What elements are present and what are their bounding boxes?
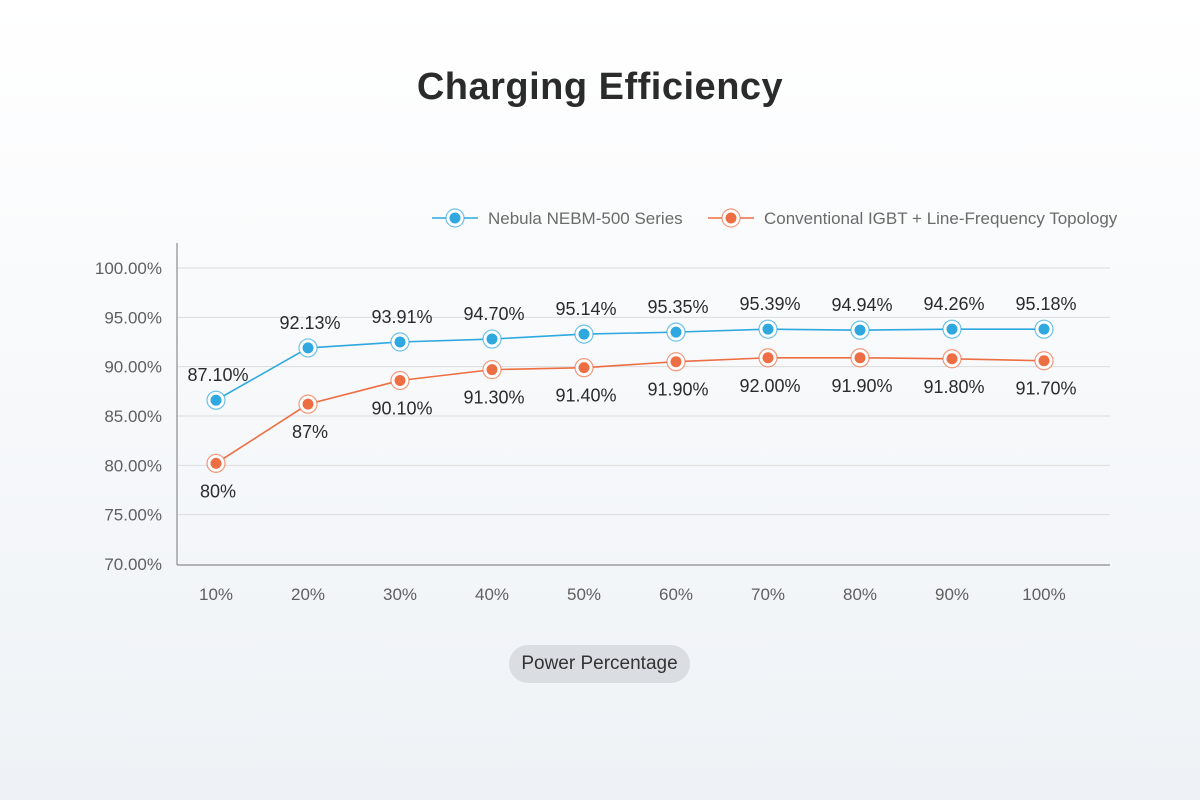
x-tick-label: 20%	[291, 585, 325, 604]
data-label: 80%	[200, 481, 236, 501]
data-label: 94.26%	[923, 294, 984, 314]
data-point[interactable]	[762, 323, 774, 335]
data-point[interactable]	[394, 374, 406, 386]
data-point[interactable]	[1038, 323, 1050, 335]
series-1: 87.10% 92.13% 93.91% 94.70% 95.14% 95.35% 95.3…	[187, 294, 1077, 410]
data-label: 87%	[292, 422, 328, 442]
chart-title: Charging Efficiency	[416, 66, 784, 108]
data-point[interactable]	[210, 457, 222, 469]
x-tick-label: 100%	[1022, 585, 1065, 604]
y-tick-label: 85.00%	[104, 407, 162, 426]
data-label: 87.10%	[187, 365, 248, 385]
data-point[interactable]	[578, 362, 590, 374]
data-point[interactable]	[762, 352, 774, 364]
data-point[interactable]	[1038, 355, 1050, 367]
y-tick-label: 95.00%	[104, 308, 162, 327]
x-tick-label: 60%	[659, 585, 693, 604]
data-point[interactable]	[946, 323, 958, 335]
series-group: 87.10% 92.13% 93.91% 94.70% 95.14% 95.35% 95.3…	[187, 294, 1076, 501]
data-point[interactable]	[854, 352, 866, 364]
data-point[interactable]	[302, 342, 314, 354]
data-label: 95.14%	[555, 299, 616, 319]
data-point[interactable]	[946, 353, 958, 365]
data-point[interactable]	[210, 394, 222, 406]
data-label: 91.90%	[647, 380, 708, 400]
y-tick-label: 100.00%	[95, 259, 162, 278]
series-line	[215, 356, 1045, 465]
data-label: 95.18%	[1015, 294, 1076, 314]
data-label: 93.91%	[371, 307, 432, 327]
y-tick-label: 90.00%	[104, 358, 162, 377]
legend-marker	[449, 212, 461, 224]
series-line	[215, 328, 1044, 401]
data-label: 91.80%	[923, 377, 984, 397]
y-tick-label: 70.00%	[104, 555, 162, 574]
y-tick-labels: 100.00% 95.00% 90.00% 85.00% 80.00% 75.00% 70.…	[95, 259, 162, 574]
data-label: 95.39%	[739, 294, 800, 314]
data-label: 91.40%	[555, 386, 616, 406]
x-tick-label: 30%	[383, 585, 417, 604]
data-point[interactable]	[670, 356, 682, 368]
data-label: 91.90%	[831, 376, 892, 396]
data-point[interactable]	[486, 364, 498, 376]
data-label: 91.30%	[463, 388, 524, 408]
legend[interactable]: Nebula NEBM-500 Series Conventional IGBT …	[432, 208, 1118, 228]
data-point[interactable]	[578, 328, 590, 340]
y-tick-label: 80.00%	[104, 456, 162, 475]
data-label: 95.35%	[647, 297, 708, 317]
y-tick-label: 75.00%	[104, 506, 162, 525]
legend-marker	[725, 212, 737, 224]
data-point[interactable]	[670, 326, 682, 338]
data-label: 94.70%	[463, 304, 524, 324]
data-label: 91.70%	[1015, 379, 1076, 399]
x-tick-label: 40%	[475, 585, 509, 604]
x-tick-labels: 10% 20% 30% 40% 50% 60% 70% 80% 90% 100%	[199, 585, 1066, 604]
x-tick-label: 90%	[935, 585, 969, 604]
legend-item-1[interactable]: Nebula NEBM-500 Series	[432, 208, 683, 228]
x-axis-title: Power Percentage	[509, 645, 690, 683]
data-point[interactable]	[394, 336, 406, 348]
data-point[interactable]	[854, 324, 866, 336]
legend-label: Nebula NEBM-500 Series	[488, 209, 683, 228]
grid-lines	[177, 267, 1110, 516]
series-2: 80% 87% 90.10% 91.30% 91.40% 91.90% 92.00% 91.9…	[200, 348, 1077, 501]
x-tick-label: 70%	[751, 585, 785, 604]
data-label: 92.13%	[279, 313, 340, 333]
x-tick-label: 50%	[567, 585, 601, 604]
legend-item-2[interactable]: Conventional IGBT + Line-Frequency Topol…	[708, 208, 1118, 228]
x-tick-label: 10%	[199, 585, 233, 604]
axes	[176, 243, 1110, 566]
data-label: 92.00%	[739, 376, 800, 396]
data-label: 94.94%	[831, 295, 892, 315]
legend-label: Conventional IGBT + Line-Frequency Topol…	[764, 209, 1118, 228]
data-point[interactable]	[486, 333, 498, 345]
x-tick-label: 80%	[843, 585, 877, 604]
data-point[interactable]	[302, 398, 314, 410]
data-label: 90.10%	[371, 398, 432, 418]
